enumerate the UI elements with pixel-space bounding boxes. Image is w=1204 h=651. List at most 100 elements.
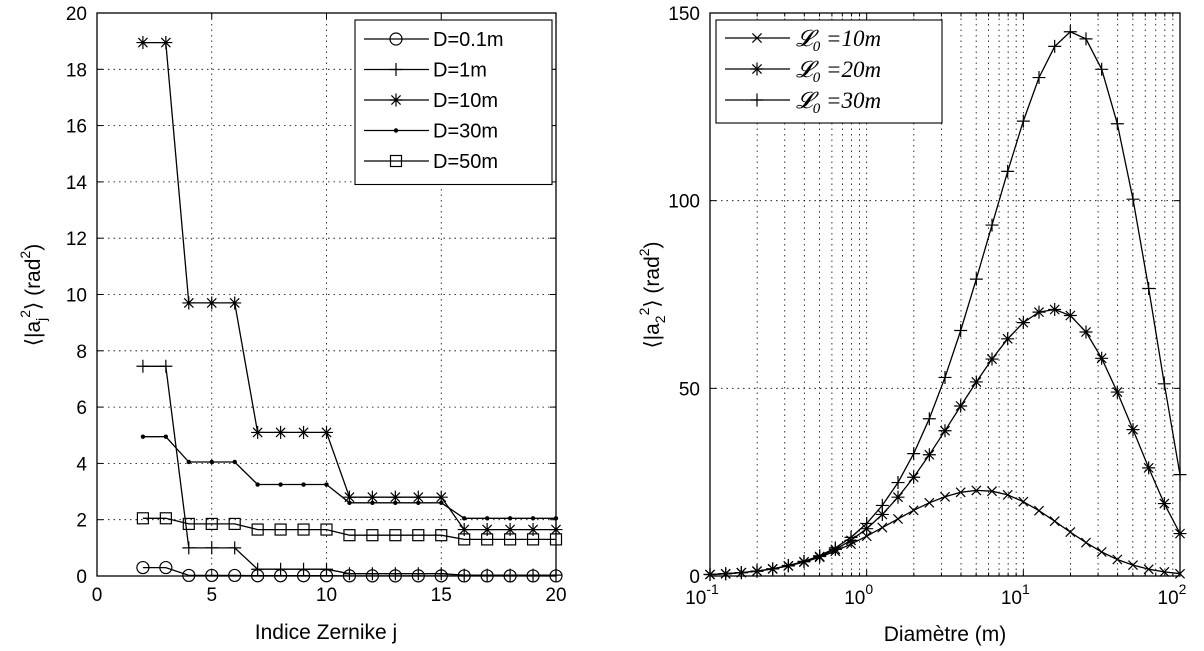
data-point — [1142, 461, 1156, 475]
data-point — [393, 500, 398, 506]
legend-label: 𝓛0 =30m — [796, 88, 881, 117]
series-line — [142, 365, 556, 576]
legend-value: =20m — [820, 57, 881, 82]
data-point — [719, 567, 733, 581]
data-point — [907, 470, 921, 484]
y-tick-label: 6 — [76, 398, 87, 419]
data-point — [1174, 568, 1186, 579]
data-point — [971, 485, 982, 496]
legend-marker — [389, 32, 403, 46]
y-tick-label: 20 — [66, 4, 87, 25]
data-point — [1079, 32, 1093, 46]
data-point — [907, 447, 921, 461]
data-point — [1142, 281, 1156, 295]
data-point — [365, 490, 379, 504]
axis-ticks: 0 5 10 15 20 0 2 4 6 8 10 12 14 16 18 20 — [66, 4, 567, 606]
data-point — [504, 533, 517, 546]
y-tick-label: 12 — [66, 229, 87, 250]
y-label-sup: 2 — [636, 307, 652, 315]
data-point — [228, 568, 242, 583]
data-point — [1157, 497, 1171, 511]
data-point — [140, 434, 146, 439]
data-point — [938, 370, 952, 384]
data-point — [1063, 309, 1077, 323]
data-point — [163, 434, 169, 439]
tick-base: 10 — [1001, 588, 1022, 609]
legend: D=0.1m D=1m D=10m D=30m D=50m — [354, 19, 553, 186]
series-group — [703, 25, 1187, 581]
data-point — [435, 529, 448, 542]
y-label-sub: j — [33, 318, 49, 322]
legend-subscript: 0 — [813, 101, 821, 117]
y-tick-label: 2 — [76, 511, 87, 532]
data-point — [503, 568, 517, 582]
data-point — [228, 541, 242, 555]
data-point — [503, 523, 517, 537]
y-tick-label: 0 — [76, 567, 87, 588]
data-point — [1159, 566, 1170, 577]
data-point — [342, 490, 356, 504]
data-point — [274, 562, 288, 576]
legend-marker — [389, 93, 403, 107]
data-point — [549, 523, 563, 537]
series-line — [709, 489, 1181, 576]
legend-label: 𝓛0 =20m — [796, 57, 881, 86]
data-point — [703, 567, 717, 581]
data-point — [274, 425, 288, 439]
data-point — [320, 425, 333, 439]
data-point — [954, 399, 968, 413]
data-point — [232, 459, 237, 465]
data-point — [159, 359, 173, 373]
data-point — [342, 567, 356, 581]
data-point — [439, 500, 444, 506]
data-point — [278, 482, 283, 487]
legend-value: =30m — [820, 88, 881, 113]
legend-marker — [750, 62, 764, 76]
data-point — [1126, 423, 1140, 437]
data-point — [388, 490, 402, 504]
data-point — [457, 568, 471, 582]
y-label-sup2: 2 — [17, 251, 33, 259]
data-point — [481, 533, 494, 546]
data-point — [255, 482, 260, 487]
data-point — [1157, 377, 1171, 391]
data-point — [182, 296, 196, 310]
data-point — [182, 568, 196, 583]
data-point — [480, 568, 494, 582]
data-point — [969, 375, 983, 389]
y-label-rest: ⟩ (rad — [641, 256, 664, 307]
data-point — [1080, 537, 1092, 548]
y-axis-label: ⟨|aj2⟩ (rad2) — [17, 244, 49, 346]
data-point — [1018, 496, 1029, 507]
tick-exponent: 2 — [1179, 581, 1187, 597]
data-point — [875, 507, 889, 521]
data-point — [1126, 192, 1140, 206]
data-point — [136, 560, 150, 575]
data-point — [1110, 117, 1124, 131]
data-point — [297, 425, 311, 439]
tick-exponent: 0 — [865, 581, 873, 597]
x-tick-label: 102 — [1158, 581, 1187, 609]
data-point — [1127, 560, 1139, 571]
data-point — [939, 491, 951, 502]
data-point — [530, 516, 536, 521]
data-point — [320, 562, 333, 576]
data-point — [320, 523, 333, 536]
legend-entry: D=30m — [364, 121, 498, 143]
data-point — [908, 505, 919, 516]
data-point — [955, 487, 966, 498]
data-point — [986, 486, 998, 497]
legend-value: =10m — [820, 26, 881, 51]
y-tick-label: 14 — [66, 173, 88, 194]
x-axis-label: Indice Zernike j — [255, 621, 397, 644]
data-point — [1016, 114, 1030, 128]
legend-entry: D=0.1m — [364, 29, 504, 51]
data-point — [1063, 25, 1077, 39]
series-3 — [140, 434, 559, 521]
series-0 — [704, 485, 1186, 580]
data-point — [1032, 305, 1046, 319]
data-point — [526, 533, 540, 546]
legend-label: D=1m — [433, 60, 487, 82]
